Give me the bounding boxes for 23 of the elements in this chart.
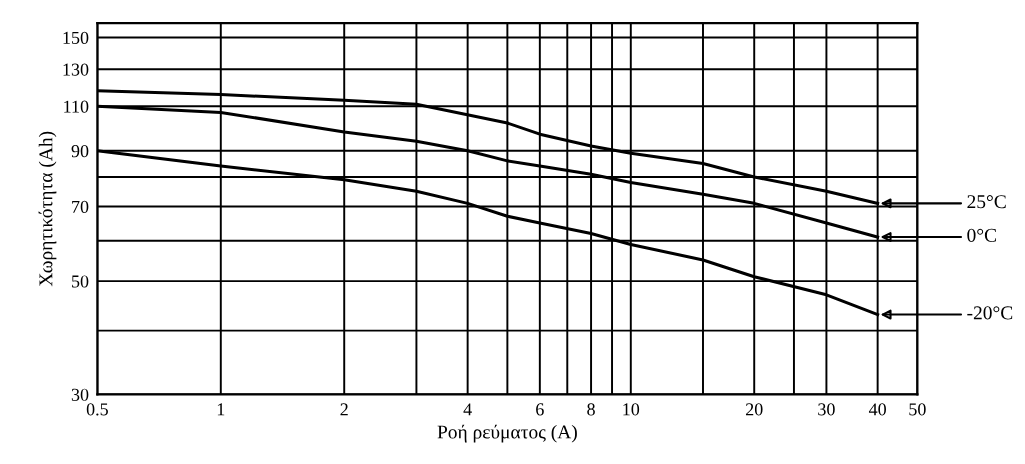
legend-label: 25°C [967, 195, 1006, 209]
x-tick-label: 30 [818, 403, 835, 416]
y-tick-label: 90 [71, 145, 89, 158]
x-tick-label: 0.5 [86, 403, 108, 416]
y-axis-title: Χωρητικότητα (Ah) [38, 131, 57, 287]
y-tick-label: 150 [63, 31, 89, 44]
y-tick-label: 110 [64, 100, 89, 113]
x-tick-label: 1 [217, 403, 225, 416]
y-tick-label: 130 [63, 63, 89, 76]
legend-label: -20°C [967, 306, 1013, 320]
x-axis-title: Ροή ρεύματος (A) [437, 424, 577, 443]
x-tick-label: 40 [868, 403, 886, 416]
x-tick-label: 50 [909, 403, 926, 416]
y-tick-label: 70 [72, 200, 89, 213]
x-tick-label: 8 [587, 403, 595, 416]
x-tick-label: 20 [745, 403, 763, 416]
y-tick-label: 30 [71, 388, 89, 401]
legend-label: 0°C [967, 228, 996, 242]
x-tick-label: 4 [463, 403, 472, 416]
x-tick-label: 10 [623, 403, 640, 416]
y-tick-label: 50 [72, 275, 89, 288]
x-tick-label: 2 [340, 403, 348, 416]
x-tick-label: 6 [536, 403, 544, 416]
